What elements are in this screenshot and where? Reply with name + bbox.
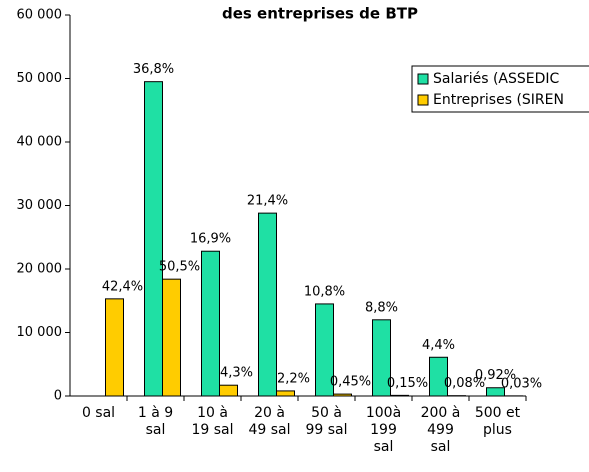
share-label: 42,4% [102,279,143,294]
y-tick-label: 20 000 [17,262,63,277]
x-tick-label: 50 à 99 sal [305,405,348,438]
legend-box [411,65,589,113]
share-label: 4,3% [220,366,253,381]
chart-title: des entreprises de BTP [222,5,418,23]
bar [372,319,391,397]
share-label: 10,8% [304,284,345,299]
y-tick-label: 60 000 [17,8,63,23]
y-tick-label: 0 [54,389,62,404]
x-tick-label: 100à 199 sal [365,405,402,455]
x-tick-label: 1 à 9 sal [137,405,174,438]
bar [315,303,334,397]
y-tick-label: 30 000 [17,198,63,213]
bar [105,298,124,397]
bar [219,384,238,397]
bar [258,212,277,397]
y-tick-label: 10 000 [17,325,63,340]
bar [201,250,220,397]
legend-swatch [417,94,429,106]
x-tick-label: 10 à 19 sal [191,405,234,438]
bar [276,390,295,397]
share-label: 0,08% [444,376,485,391]
share-label: 0,92% [475,368,516,383]
x-tick-label: 200 à 499 sal [420,405,461,455]
share-label: 50,5% [159,260,200,275]
y-tick-label: 40 000 [17,135,63,150]
share-label: 8,8% [365,300,398,315]
bar [333,393,352,397]
legend-swatch [417,73,429,85]
share-label: 36,8% [133,62,174,77]
legend-label: Entreprises (SIREN [433,92,564,108]
share-label: 21,4% [247,194,288,209]
x-tick-label: 20 à 49 sal [248,405,291,438]
bar [486,387,505,397]
bar [144,81,163,397]
share-label: 0,15% [387,376,428,391]
y-tick-label: 50 000 [17,71,63,86]
x-tick-label: 0 sal [81,405,116,421]
share-label: 4,4% [422,338,455,353]
bar [390,394,409,397]
bar [429,356,448,397]
share-label: 0,03% [501,376,542,391]
bar [162,278,181,397]
share-label: 16,9% [190,232,231,247]
x-tick-label: 500 et plus [474,405,521,438]
share-label: 0,45% [330,375,371,390]
share-label: 2,2% [277,371,310,386]
legend-label: Salariés (ASSEDIC [433,71,560,87]
